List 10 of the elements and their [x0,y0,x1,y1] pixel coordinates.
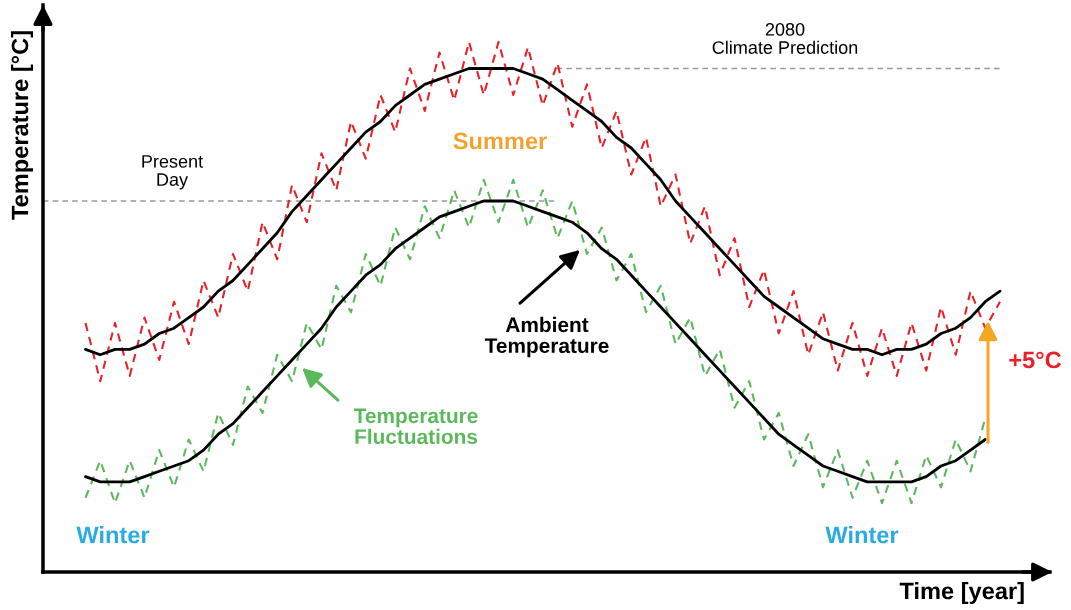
y-axis-title: Temperature [°C] [11,31,34,220]
ref-line-label: 2080 Climate Prediction [712,22,858,54]
annotation: Summer [453,132,547,150]
annotation: Winter [76,525,150,544]
annotation: Ambient Temperature [484,316,609,358]
annotation: Temperature Fluctuations [353,408,478,445]
x-axis-title: Time [year] [899,581,1024,604]
text: +5°C [1009,351,1062,369]
ref-line-label: Present Day [142,155,203,190]
annotation: Winter [825,525,899,544]
